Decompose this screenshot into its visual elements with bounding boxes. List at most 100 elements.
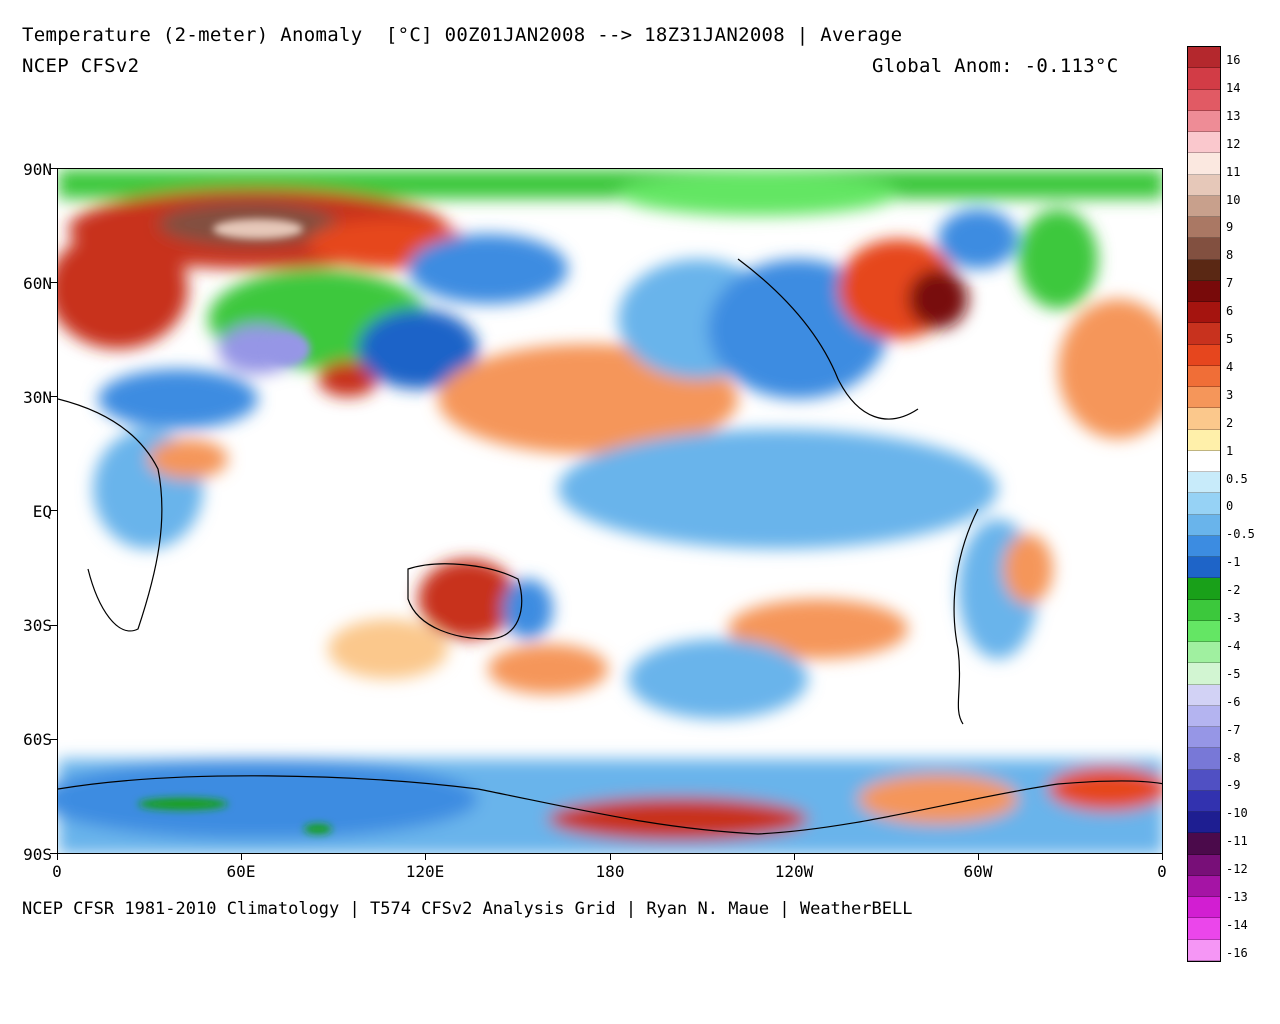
color-scale-swatch	[1188, 535, 1220, 558]
color-scale-swatch	[1188, 833, 1220, 855]
lat-label-30s: 30S	[23, 616, 52, 635]
lon-tick	[425, 854, 426, 860]
color-scale-label: 13	[1226, 108, 1241, 123]
lon-label-120e: 120E	[405, 862, 445, 881]
color-scale-swatch	[1188, 153, 1220, 175]
color-scale-label: 1	[1226, 443, 1234, 458]
lon-tick	[1162, 854, 1163, 860]
color-scale-swatch	[1188, 854, 1220, 876]
color-scale-swatch	[1188, 195, 1220, 218]
color-scale-label: -1	[1226, 555, 1241, 570]
coastlines	[58, 258, 1162, 835]
color-scale-swatch	[1188, 217, 1220, 239]
color-scale-swatch	[1188, 599, 1220, 621]
global-anomaly-readout: Global Anom: -0.113°C	[872, 55, 1119, 77]
color-scale-swatch	[1188, 897, 1220, 919]
color-scale-swatch	[1188, 47, 1220, 69]
color-scale-label: -3	[1226, 611, 1241, 625]
lat-tick	[50, 739, 57, 740]
credits-footer: NCEP CFSR 1981-2010 Climatology | T574 C…	[22, 899, 913, 919]
color-scale-label: 9	[1226, 220, 1234, 235]
lon-label-0: 0	[52, 862, 62, 881]
color-scale-swatch	[1188, 557, 1220, 579]
lat-label-60s: 60S	[23, 730, 52, 749]
color-scale-label: -14	[1226, 917, 1248, 932]
color-scale-label: 5	[1226, 332, 1234, 346]
color-scale-label: 16	[1226, 53, 1241, 67]
color-scale-label: -0.5	[1226, 527, 1255, 542]
anomaly-field	[58, 169, 1162, 853]
color-scale-swatch	[1188, 408, 1220, 430]
lon-label-0-east: 0	[1157, 862, 1167, 881]
color-scale-swatch	[1188, 89, 1220, 111]
lat-tick	[50, 282, 57, 283]
color-scale-label: -12	[1226, 862, 1248, 877]
color-scale-swatch	[1188, 727, 1220, 749]
color-scale-swatch	[1188, 259, 1220, 281]
color-scale-swatch	[1188, 68, 1220, 90]
color-scale-label: 3	[1226, 387, 1234, 402]
color-scale-label: -13	[1226, 890, 1248, 904]
color-scale-bar	[1187, 46, 1221, 962]
color-scale-label: -10	[1226, 806, 1248, 821]
color-scale-label: 4	[1226, 359, 1234, 374]
lat-label-90n: 90N	[23, 160, 52, 179]
color-scale-swatch	[1188, 812, 1220, 834]
lat-tick	[50, 168, 57, 169]
lon-tick	[57, 854, 58, 860]
color-scale-label: -9	[1226, 778, 1241, 793]
color-scale-label: 7	[1226, 276, 1234, 291]
color-scale-label: -8	[1226, 750, 1241, 765]
color-scale-label: 0	[1226, 499, 1234, 514]
color-scale-label: 11	[1226, 164, 1241, 179]
color-scale-swatch	[1188, 472, 1220, 494]
color-scale-label: -16	[1226, 945, 1248, 960]
lon-tick	[610, 854, 611, 860]
color-scale-swatch	[1188, 302, 1220, 324]
color-scale-label: 2	[1226, 415, 1234, 430]
color-scale-swatch	[1188, 663, 1220, 685]
map-title: Temperature (2-meter) Anomaly [°C] 00Z01…	[22, 24, 903, 46]
color-scale-swatch	[1188, 450, 1220, 473]
lon-label-180: 180	[595, 862, 625, 881]
color-scale-swatch	[1188, 939, 1220, 961]
model-subtitle: NCEP CFSv2	[22, 55, 140, 77]
color-scale-swatch	[1188, 323, 1220, 345]
lat-label-eq: EQ	[32, 502, 52, 521]
color-scale-swatch	[1188, 790, 1220, 813]
color-scale-swatch	[1188, 514, 1220, 536]
color-scale-swatch	[1188, 429, 1220, 451]
color-scale-swatch	[1188, 493, 1220, 515]
color-scale-swatch	[1188, 238, 1220, 260]
lon-label-60e: 60E	[226, 862, 256, 881]
small-anomaly-features	[138, 219, 332, 834]
color-scale-swatch	[1188, 748, 1220, 770]
color-scale-label: 6	[1226, 304, 1234, 319]
color-scale-swatch	[1188, 705, 1220, 728]
lat-tick	[50, 625, 57, 626]
color-scale-label: 0.5	[1226, 471, 1248, 486]
color-scale-label: -11	[1226, 834, 1248, 849]
color-scale-swatch	[1188, 365, 1220, 388]
lon-tick	[978, 854, 979, 860]
lon-tick	[794, 854, 795, 860]
lon-label-60w: 60W	[963, 862, 993, 881]
color-scale-swatch	[1188, 132, 1220, 154]
color-scale-swatch	[1188, 387, 1220, 409]
lat-label-60n: 60N	[23, 274, 52, 293]
color-scale-label: 14	[1226, 80, 1241, 95]
color-scale-label: -7	[1226, 722, 1241, 737]
anomaly-map	[57, 168, 1163, 854]
color-scale-swatch	[1188, 918, 1220, 940]
color-scale-swatch	[1188, 642, 1220, 664]
color-scale-label: -5	[1226, 666, 1241, 681]
lat-label-30n: 30N	[23, 388, 52, 407]
color-scale-swatch	[1188, 578, 1220, 600]
color-scale-label: -6	[1226, 694, 1241, 709]
color-scale-swatch	[1188, 620, 1220, 643]
lon-label-120w: 120W	[774, 862, 814, 881]
color-scale-label: -4	[1226, 638, 1241, 653]
color-scale-swatch	[1188, 344, 1220, 366]
lat-tick	[50, 853, 57, 854]
color-scale-swatch	[1188, 110, 1220, 133]
